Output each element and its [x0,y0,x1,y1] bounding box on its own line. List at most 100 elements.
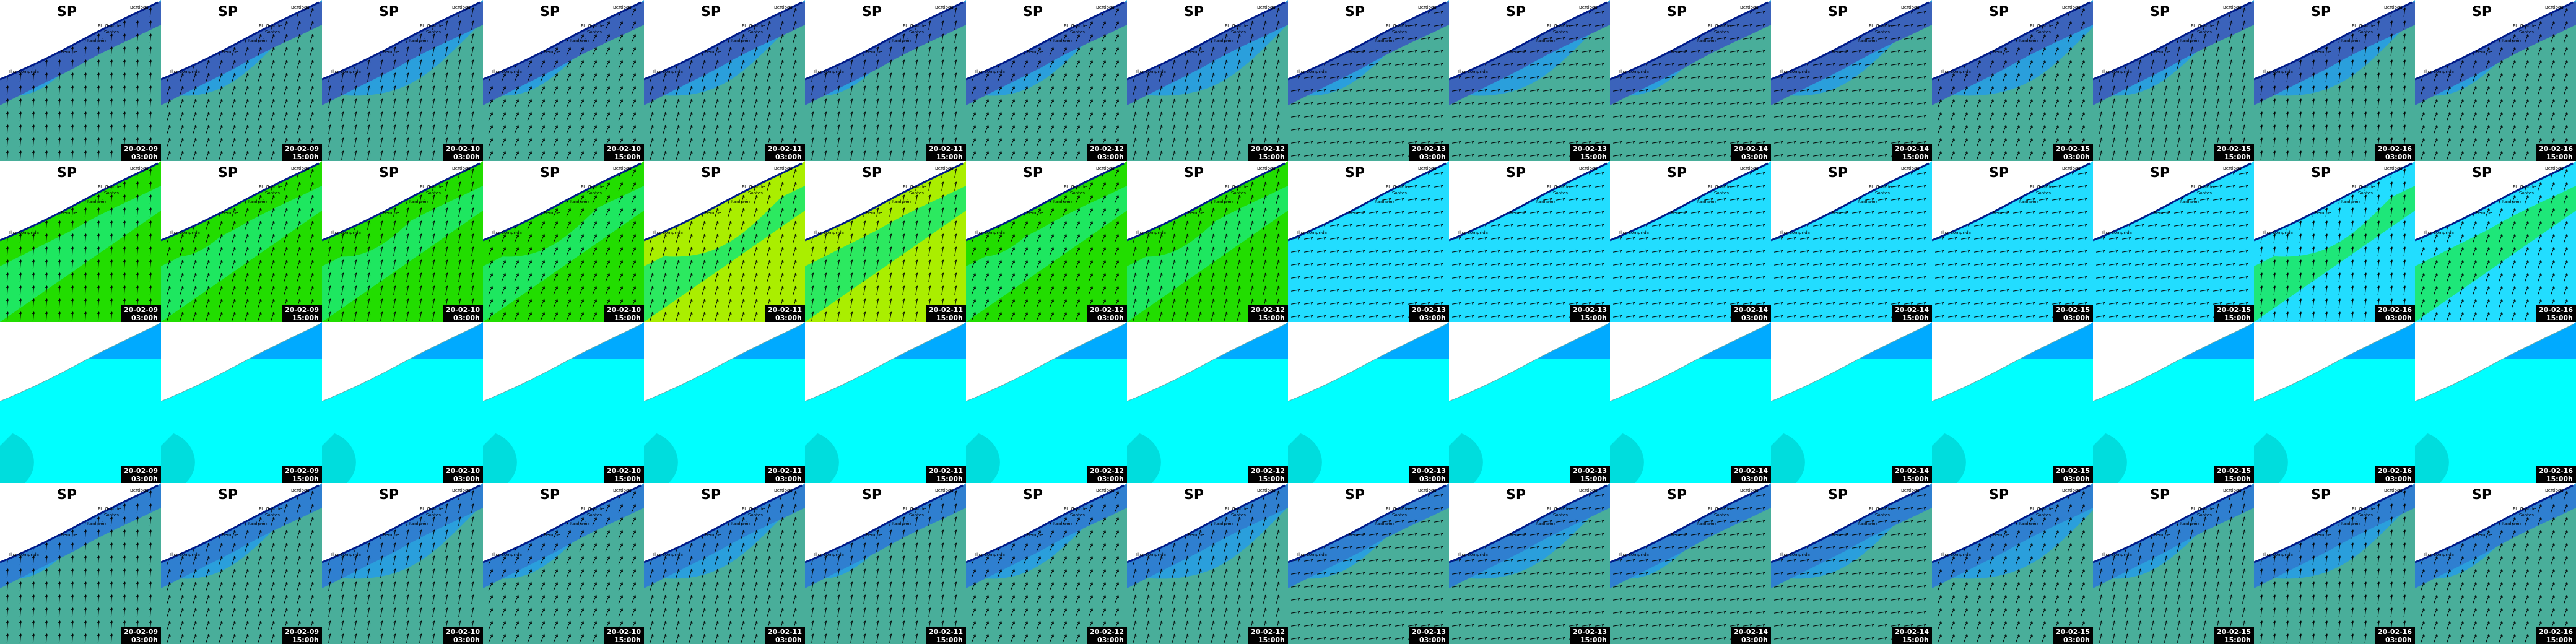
wind-arrow [2177,46,2181,56]
wind-arrow [2525,98,2529,108]
wind-arrow [2213,288,2222,292]
wind-arrow [1291,288,1300,292]
wind-arrow [71,311,74,321]
wind-arrow [32,85,35,95]
wind-arrow [136,98,139,108]
wind-arrow [676,311,680,321]
wind-arrow [2299,59,2302,69]
wind-arrow [2112,72,2116,82]
wind-arrow [1062,72,1067,82]
wind-arrow [136,285,139,295]
coastal-band [2093,163,2254,266]
wind-arrow [1075,137,1080,147]
wind-arrow [915,233,919,243]
wind-arrow [2460,98,2464,108]
wind-arrow [354,259,358,269]
wind-arrow [1717,262,1726,266]
wind-arrow [1075,72,1080,82]
wind-arrow [1691,314,1700,318]
wind-arrow [1504,75,1513,79]
place-label: Itanhaém [570,199,591,204]
wind-arrow [1704,36,1713,40]
wind-arrow [1250,59,1254,69]
wind-arrow [471,20,475,30]
timestamp-box [1087,305,1127,322]
wind-arrow [702,233,706,243]
wind-arrow [1691,153,1700,157]
wind-arrow [2161,236,2170,240]
wind-arrow [1075,220,1080,230]
place-label: Itanhaém [1536,199,1557,204]
place-label: Itanhaém [1375,199,1396,204]
wind-arrow [1343,114,1352,118]
wind-arrow [2390,181,2393,191]
wind-arrow [1665,249,1674,253]
wind-arrow [367,220,371,230]
wind-arrow [850,259,854,269]
wind-arrow [741,194,745,204]
place-label: Pt. Grande [1708,24,1731,28]
wind-arrow [1865,236,1874,240]
wind-arrow [1101,233,1106,243]
wind-arrow [501,272,506,282]
wind-arrow [2390,72,2393,82]
wind-arrow [1211,72,1215,82]
wind-arrow [1878,101,1887,105]
wind-arrow [2564,111,2568,121]
wind-arrow [445,285,449,295]
wind-arrow [618,194,623,204]
wind-arrow [1530,210,1539,214]
wind-arrow [19,85,22,95]
wind-arrow [2026,262,2035,266]
wind-arrow [1826,114,1835,118]
wind-arrow [1787,153,1796,157]
wind-arrow [1237,259,1241,269]
wind-arrow [1491,249,1500,253]
wind-arrow [2042,124,2046,134]
wind-arrow [1730,197,1739,201]
wind-arrow [1717,288,1726,292]
time-label: 15:00h [2546,153,2573,161]
wind-arrow [2078,184,2087,188]
wind-arrow [618,59,623,69]
wind-arrow [793,285,797,295]
coastline [1610,1,1769,80]
wind-arrow [811,311,815,321]
wind-arrow [650,285,654,295]
wind-arrow [618,181,623,191]
wind-arrow [663,272,667,282]
place-label: Bertioga [2384,5,2403,10]
wind-arrow [863,85,867,95]
wind-arrow [2434,150,2438,160]
wind-arrow [984,150,989,160]
wind-arrow [284,98,288,108]
wind-arrow [1224,207,1228,217]
date-label: 20-02-11 [929,306,963,314]
wind-arrow [2299,298,2302,308]
wind-arrow [1465,140,1474,144]
wind-arrow [2512,150,2516,160]
wind-arrow [310,246,314,256]
wind-arrow [837,246,841,256]
place-label: Pt. Grande [742,185,765,189]
wind-arrow [915,85,919,95]
wind-arrow [354,137,358,147]
wind-arrow [1434,210,1443,214]
wind-arrow [1964,72,1968,82]
place-label: Pt. Grande [1225,24,1248,28]
wind-arrow [2164,111,2168,121]
wind-arrow [1343,75,1352,79]
wind-arrow [1987,223,1996,227]
wind-arrow [136,220,139,230]
wind-arrow [2299,137,2302,147]
wind-arrow [1691,140,1700,144]
wind-arrow [676,285,680,295]
wind-arrow [206,72,210,82]
wind-arrow [984,298,989,308]
wind-arrow [1504,262,1513,266]
wind-arrow [1517,140,1526,144]
wind-arrow [2351,150,2354,160]
wind-arrow [297,220,301,230]
wind-arrow [2364,137,2367,147]
